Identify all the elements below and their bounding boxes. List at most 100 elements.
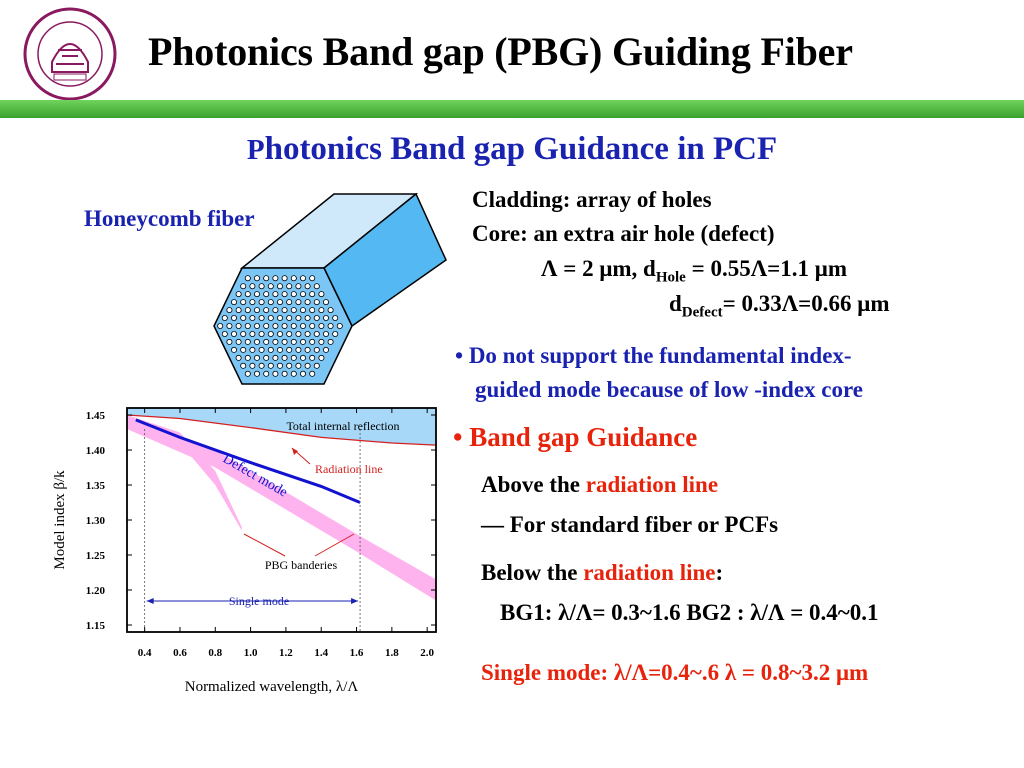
single-mode-arrowhead — [146, 598, 154, 604]
air-hole — [304, 299, 311, 306]
radiation-line — [127, 414, 436, 446]
air-hole — [258, 362, 265, 369]
air-hole — [272, 307, 279, 314]
air-hole — [318, 291, 325, 298]
air-hole — [235, 307, 242, 314]
air-hole — [267, 346, 274, 353]
air-hole — [318, 354, 325, 361]
x-tick-label: 2.0 — [420, 647, 434, 659]
air-hole — [323, 299, 330, 306]
air-hole — [281, 307, 288, 314]
air-hole — [263, 275, 270, 282]
below-line: Below the radiation line: — [481, 560, 724, 585]
air-hole — [281, 275, 288, 282]
bullet-2: • Band gap Guidance — [453, 422, 698, 452]
air-hole — [300, 307, 307, 314]
air-hole — [295, 330, 302, 337]
air-hole — [226, 338, 233, 345]
air-hole — [267, 299, 274, 306]
figure-label: Honeycomb fiber — [84, 206, 255, 231]
dispersion-chart: 0.4 0.6 0.8 1.0 1.2 1.4 1.6 1.8 2.0 1.45 1.40 1.35 1… — [52, 407, 437, 695]
bullet-1-line-1: • Do not support the fundamental index- — [455, 343, 852, 368]
pbg-arrow — [243, 533, 286, 557]
air-hole — [300, 370, 307, 377]
standard-line: — For standard fiber or PCFs — [481, 512, 779, 537]
air-hole — [286, 346, 293, 353]
air-hole — [304, 346, 311, 353]
y-tick-label: 1.40 — [86, 445, 106, 457]
air-hole — [290, 354, 297, 361]
air-hole — [295, 346, 302, 353]
air-hole — [254, 338, 261, 345]
air-hole — [313, 315, 320, 322]
above-line: Above the radiation line — [481, 472, 719, 497]
y-tick-label: 1.45 — [86, 410, 106, 422]
air-hole — [249, 299, 256, 306]
air-hole — [277, 315, 284, 322]
air-hole — [336, 322, 343, 329]
air-hole — [249, 283, 256, 290]
air-hole — [304, 315, 311, 322]
air-hole — [277, 362, 284, 369]
air-hole — [332, 330, 339, 337]
air-hole — [272, 338, 279, 345]
air-hole — [323, 315, 330, 322]
air-hole — [235, 322, 242, 329]
band-gap-ranges: BG1: λ/Λ= 0.3~1.6 BG2 : λ/Λ = 0.4~0.1 — [500, 600, 879, 625]
air-hole — [323, 346, 330, 353]
air-hole — [327, 307, 334, 314]
air-hole — [277, 346, 284, 353]
air-hole — [290, 307, 297, 314]
air-hole — [281, 322, 288, 329]
tir-annotation: Total internal reflection — [286, 419, 399, 433]
air-hole — [286, 330, 293, 337]
air-hole — [263, 307, 270, 314]
air-hole — [267, 330, 274, 337]
air-hole — [258, 330, 265, 337]
air-hole — [240, 299, 247, 306]
air-hole — [286, 362, 293, 369]
x-tick-label: 1.4 — [314, 647, 328, 659]
air-hole — [231, 330, 238, 337]
air-hole — [290, 275, 297, 282]
air-hole — [231, 346, 238, 353]
air-hole — [235, 354, 242, 361]
air-hole — [272, 354, 279, 361]
air-hole — [309, 291, 316, 298]
air-hole — [249, 362, 256, 369]
air-hole — [300, 322, 307, 329]
air-hole — [240, 346, 247, 353]
air-hole — [309, 322, 316, 329]
x-tick-label: 1.8 — [385, 647, 399, 659]
air-hole — [240, 283, 247, 290]
air-hole — [304, 362, 311, 369]
air-hole — [277, 330, 284, 337]
cladding-text: Cladding: array of holes — [472, 187, 712, 212]
bullet-1-line-2: guided mode because of low -index core — [475, 377, 864, 402]
air-hole — [272, 322, 279, 329]
air-hole — [221, 330, 228, 337]
single-mode-arrowhead — [351, 598, 359, 604]
defect-mode-line — [135, 418, 361, 504]
air-hole — [281, 338, 288, 345]
air-hole — [244, 322, 251, 329]
air-hole — [254, 275, 261, 282]
air-hole — [267, 315, 274, 322]
page-title: Photonics Band gap (PBG) Guiding Fiber — [148, 29, 853, 74]
air-hole — [300, 291, 307, 298]
param-line-2: dDefect= 0.33Λ=0.66 μm — [669, 291, 890, 321]
air-hole — [254, 370, 261, 377]
air-hole — [258, 315, 265, 322]
x-tick-label: 0.8 — [208, 647, 222, 659]
air-hole — [277, 283, 284, 290]
single-mode-text: Single mode: λ/Λ=0.4~.6 λ = 0.8~3.2 μm — [481, 660, 869, 685]
x-tick-label: 1.6 — [350, 647, 364, 659]
y-tick-label: 1.15 — [86, 620, 106, 632]
air-hole — [295, 362, 302, 369]
air-hole — [309, 338, 316, 345]
air-hole — [295, 299, 302, 306]
air-hole — [318, 322, 325, 329]
air-hole — [258, 299, 265, 306]
y-tick-label: 1.20 — [86, 585, 106, 597]
air-hole — [267, 283, 274, 290]
